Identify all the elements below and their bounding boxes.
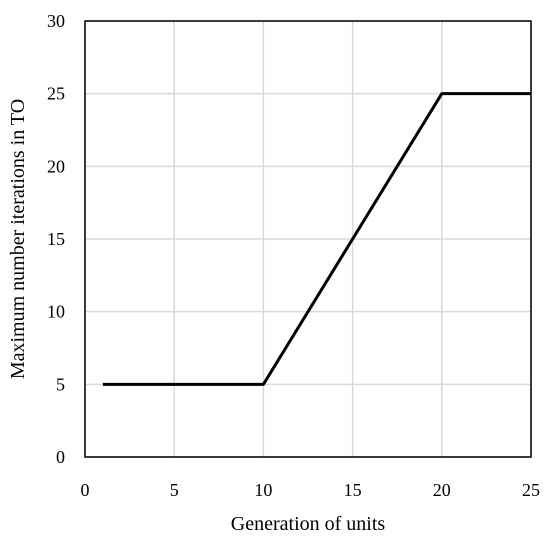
grid xyxy=(84,20,532,458)
y-tick-label: 15 xyxy=(47,229,65,249)
x-axis-title: Generation of units xyxy=(231,513,386,535)
x-tick-label: 15 xyxy=(344,480,362,500)
x-tick-label: 20 xyxy=(433,480,451,500)
y-tick-label: 30 xyxy=(47,11,65,31)
y-tick-label: 25 xyxy=(47,84,65,104)
y-tick-label: 10 xyxy=(47,302,65,322)
plot-area-frame xyxy=(84,20,532,458)
x-tick-label: 10 xyxy=(254,480,272,500)
x-tick-label: 25 xyxy=(522,480,540,500)
y-tick-label: 0 xyxy=(56,447,65,467)
x-tick-label: 0 xyxy=(81,480,90,500)
series-layer xyxy=(102,92,531,386)
y-tick-label: 5 xyxy=(56,374,65,394)
x-tick-label: 5 xyxy=(170,480,179,500)
y-axis-title: Maximum number iterations in TO xyxy=(7,99,29,379)
y-axis-tick-labels: 0 5 10 15 20 25 30 xyxy=(47,11,65,467)
x-axis-tick-labels: 0 5 10 15 20 25 xyxy=(81,480,541,500)
series-line xyxy=(102,92,531,386)
y-tick-label: 20 xyxy=(47,156,65,176)
